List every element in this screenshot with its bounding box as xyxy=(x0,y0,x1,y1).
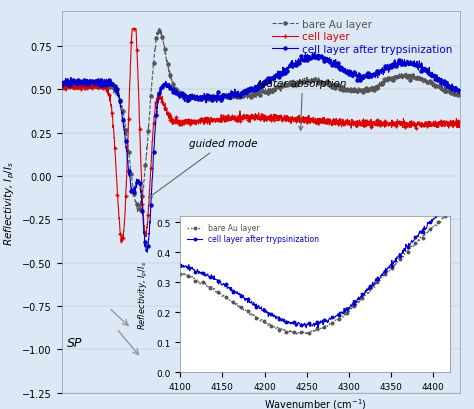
Y-axis label: Reflectivity, $I_p/I_s$: Reflectivity, $I_p/I_s$ xyxy=(137,260,150,329)
bare Au layer xyxy=(156,27,162,32)
cell layer xyxy=(373,124,378,128)
cell layer xyxy=(59,85,64,90)
bare Au layer xyxy=(446,90,451,95)
cell layer after trypsinization xyxy=(59,82,64,87)
cell layer xyxy=(242,115,248,119)
X-axis label: Wavenumber (cm$^{-1}$): Wavenumber (cm$^{-1}$) xyxy=(264,396,366,409)
Text: guided mode: guided mode xyxy=(148,139,257,198)
bare Au layer xyxy=(79,85,85,90)
bare Au layer xyxy=(446,90,451,94)
Legend: bare Au layer, cell layer after trypsinization: bare Au layer, cell layer after trypsini… xyxy=(184,220,322,247)
cell layer after trypsinization xyxy=(373,74,378,79)
Y-axis label: Reflectivity, $I_p/I_s$: Reflectivity, $I_p/I_s$ xyxy=(2,160,17,245)
cell layer after trypsinization xyxy=(79,79,85,83)
cell layer xyxy=(79,85,85,90)
Line: cell layer: cell layer xyxy=(60,27,462,245)
Legend: bare Au layer, cell layer, cell layer after trypsinization: bare Au layer, cell layer, cell layer af… xyxy=(270,18,455,57)
cell layer xyxy=(446,126,451,131)
cell layer xyxy=(129,27,135,32)
bare Au layer xyxy=(59,83,64,88)
bare Au layer xyxy=(253,93,258,98)
cell layer xyxy=(118,241,124,246)
cell layer xyxy=(457,121,463,126)
Line: cell layer after trypsinization: cell layer after trypsinization xyxy=(60,52,461,254)
Line: bare Au layer: bare Au layer xyxy=(60,28,461,213)
Text: water absorption: water absorption xyxy=(258,79,346,131)
cell layer xyxy=(253,114,258,119)
cell layer after trypsinization xyxy=(312,51,318,56)
bare Au layer xyxy=(373,87,378,92)
cell layer after trypsinization xyxy=(446,87,451,92)
cell layer after trypsinization xyxy=(242,88,248,92)
cell layer xyxy=(446,123,451,128)
Text: SP: SP xyxy=(66,336,82,349)
bare Au layer xyxy=(135,210,141,215)
cell layer after trypsinization xyxy=(446,84,451,89)
cell layer after trypsinization xyxy=(145,250,150,255)
cell layer after trypsinization xyxy=(457,92,463,97)
cell layer after trypsinization xyxy=(253,90,258,95)
bare Au layer xyxy=(242,95,248,100)
bare Au layer xyxy=(457,94,463,99)
